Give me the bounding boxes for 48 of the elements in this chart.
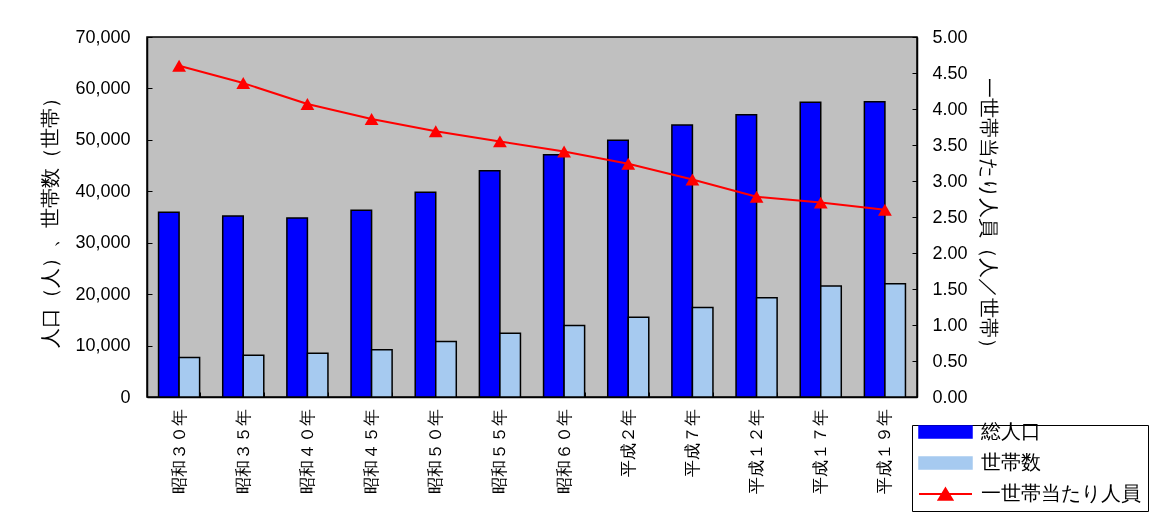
x-tick-label: 平成７年 bbox=[681, 408, 702, 477]
point bbox=[493, 135, 507, 148]
x-tick-label: 昭和５５年 bbox=[489, 408, 510, 494]
y2-tick-label: 2.00 bbox=[932, 242, 968, 263]
y2-tick-label: 3.00 bbox=[932, 170, 968, 191]
point bbox=[878, 203, 892, 216]
y-tick-label: 50,000 bbox=[75, 129, 131, 150]
y2-axis-title: 一世帯当たり人員（人／世帯） bbox=[976, 77, 1001, 358]
x-tick-label: 昭和４０年 bbox=[296, 408, 317, 494]
y2-tick-label: 0.00 bbox=[932, 386, 968, 407]
x-tick-label: 昭和３０年 bbox=[168, 408, 189, 494]
y-tick-label: 30,000 bbox=[75, 232, 131, 253]
x-tick-label: 平成２年 bbox=[617, 408, 638, 477]
y2-tick-label: 0.50 bbox=[932, 350, 968, 371]
y2-tick-label: 1.50 bbox=[932, 278, 968, 299]
y-axis-title: 人口（人）、世帯数（世帯） bbox=[38, 87, 63, 348]
y2-tick-label: 4.00 bbox=[932, 98, 968, 119]
x-tick-label: 平成１７年 bbox=[810, 408, 831, 494]
x-tick-label: 昭和３５年 bbox=[232, 408, 253, 494]
legend-label: 一世帯当たり人員 bbox=[981, 481, 1141, 505]
x-tick-label: 昭和６０年 bbox=[553, 408, 574, 494]
y2-tick-label: 3.50 bbox=[932, 134, 968, 155]
legend-label: 総人口 bbox=[980, 419, 1041, 443]
y2-tick-label: 4.50 bbox=[932, 62, 968, 83]
point bbox=[428, 125, 443, 138]
y2-tick-label: 1.00 bbox=[932, 314, 968, 335]
x-tick-label: 平成１９年 bbox=[874, 408, 895, 494]
point bbox=[364, 113, 379, 126]
y-tick-label: 60,000 bbox=[75, 77, 131, 98]
y-tick-label: 40,000 bbox=[75, 180, 131, 201]
point bbox=[557, 145, 571, 158]
point bbox=[685, 173, 700, 186]
point bbox=[749, 190, 764, 203]
y-tick-label: 70,000 bbox=[75, 26, 131, 47]
y-tick-label: 20,000 bbox=[75, 283, 131, 304]
y2-tick-label: 5.00 bbox=[932, 26, 968, 47]
legend-label: 世帯数 bbox=[981, 450, 1041, 474]
x-tick-label: 昭和４５年 bbox=[361, 408, 382, 494]
point bbox=[172, 59, 186, 72]
point bbox=[621, 157, 636, 170]
y-tick-label: 10,000 bbox=[75, 335, 131, 356]
point bbox=[236, 77, 251, 90]
y-tick-label: 0 bbox=[120, 386, 131, 407]
point bbox=[300, 97, 315, 110]
x-tick-label: 平成１２年 bbox=[746, 408, 767, 494]
x-tick-label: 昭和５０年 bbox=[425, 408, 446, 494]
y2-tick-label: 2.50 bbox=[932, 206, 968, 227]
point bbox=[813, 196, 828, 209]
